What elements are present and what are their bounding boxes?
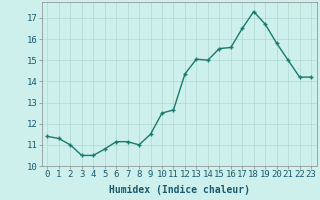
X-axis label: Humidex (Indice chaleur): Humidex (Indice chaleur) — [109, 185, 250, 195]
